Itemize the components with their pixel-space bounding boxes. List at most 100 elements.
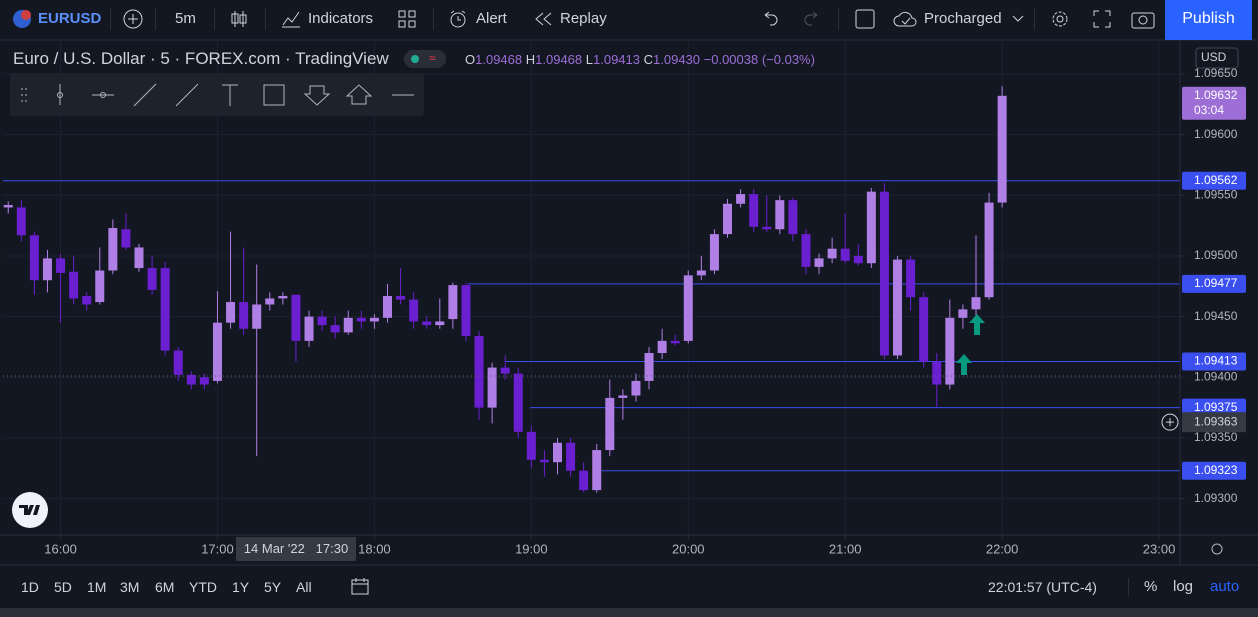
replay-button[interactable]: Replay — [560, 10, 607, 27]
indicators-button[interactable]: Indicators — [308, 10, 374, 27]
price-line-label: 1.09375 — [1194, 400, 1238, 414]
snapshot-icon[interactable] — [1131, 9, 1155, 29]
trend-line-tool[interactable] — [175, 83, 199, 107]
status-toggle[interactable]: ≈ — [404, 50, 446, 68]
clock[interactable]: 22:01:57 (UTC-4) — [988, 579, 1097, 595]
fullscreen-icon[interactable] — [1092, 9, 1112, 29]
candle-body — [618, 395, 628, 398]
x-tick-label: 19:00 — [515, 541, 548, 556]
undo-icon[interactable] — [760, 10, 780, 28]
candle-body — [788, 200, 798, 235]
candle-body — [552, 442, 562, 463]
candle-body — [513, 373, 523, 432]
crosshair-date: 14 Mar '22 — [243, 541, 305, 556]
candle-body — [958, 309, 968, 318]
ohlc-label: L — [585, 52, 593, 67]
templates-icon[interactable] — [397, 9, 417, 29]
separator — [838, 8, 839, 30]
tv-logo-mark — [19, 505, 40, 515]
crosshair-time-label: 14 Mar '22 17:30 — [236, 537, 356, 561]
x-tick-label: 21:00 — [829, 541, 862, 556]
drag-handle[interactable] — [21, 88, 27, 102]
publish-button[interactable]: Publish — [1165, 0, 1252, 40]
last-price-box — [1182, 86, 1246, 120]
candle-body — [291, 294, 301, 341]
arrow-tool[interactable] — [133, 83, 157, 107]
compare-icon[interactable] — [123, 9, 143, 29]
alert-button[interactable]: Alert — [476, 10, 507, 27]
candle-body — [186, 374, 196, 385]
arrow-down-tool[interactable] — [303, 85, 331, 106]
ohlc-value: 1.09430 — [653, 52, 701, 67]
settings-icon[interactable] — [1050, 9, 1070, 29]
dropdown-icon[interactable] — [1012, 15, 1024, 23]
candle-body — [775, 200, 785, 230]
x-tick-label: 20:00 — [672, 541, 705, 556]
candle-body — [396, 295, 406, 300]
axis-settings-icon[interactable] — [1211, 543, 1223, 555]
candle-body — [566, 442, 576, 471]
redo-icon[interactable] — [802, 10, 822, 28]
candle-body — [95, 270, 105, 303]
chart-type-icon[interactable] — [229, 9, 249, 29]
candle-body — [304, 316, 314, 341]
candle-body — [56, 258, 66, 273]
timeframe-button[interactable]: 1Y — [232, 579, 250, 595]
layout-name[interactable]: Procharged — [924, 10, 1002, 27]
candle-body — [422, 321, 432, 326]
x-tick-label: 17:00 — [201, 541, 234, 556]
candle-body — [644, 353, 654, 381]
candle-body — [317, 316, 327, 326]
candle-body — [226, 302, 236, 323]
timeframe-button[interactable]: 1D — [21, 579, 39, 595]
candle-body — [343, 317, 353, 333]
rectangle-tool[interactable] — [263, 84, 285, 106]
ohlc-change: −0.00038 (−0.03%) — [703, 52, 815, 67]
interval[interactable]: 5m — [175, 10, 196, 27]
replay-icon[interactable] — [534, 11, 554, 27]
timeframe-button[interactable]: 5Y — [264, 579, 282, 595]
candle-body — [448, 285, 458, 320]
date-range-icon[interactable] — [350, 577, 370, 597]
x-tick-label: 22:00 — [986, 541, 1019, 556]
timeframe-button[interactable]: All — [296, 579, 312, 595]
y-tick-label: 1.09600 — [1194, 127, 1238, 141]
layout-icon[interactable] — [855, 9, 875, 29]
x-tick-label: 16:00 — [44, 541, 77, 556]
candle-body — [840, 248, 850, 261]
indicators-icon[interactable] — [280, 9, 302, 29]
separator — [155, 8, 156, 30]
log-toggle[interactable]: log — [1173, 578, 1194, 595]
price-line-label-box — [1182, 461, 1246, 480]
text-tool[interactable] — [222, 84, 238, 106]
candle-body — [265, 298, 275, 305]
auto-toggle[interactable]: auto — [1210, 578, 1240, 595]
tool-dot — [100, 92, 106, 98]
timeframe-button[interactable]: 5D — [54, 579, 72, 595]
timeframe-button[interactable]: YTD — [189, 579, 217, 595]
candle-body — [984, 202, 994, 298]
y-tick-label: 1.09450 — [1194, 309, 1238, 323]
candle-body — [42, 258, 52, 281]
cloud-icon — [893, 11, 917, 27]
candle-body — [853, 255, 863, 264]
arrow-up-tool[interactable] — [345, 84, 373, 105]
symbol-description: Euro / U.S. Dollar · 5 · FOREX.com · Tra… — [13, 49, 389, 68]
countdown-label: 03:04 — [1194, 103, 1224, 117]
candle-body — [239, 302, 249, 329]
price-line-label-box — [1182, 171, 1246, 190]
separator — [214, 8, 215, 30]
symbol[interactable]: EURUSD — [38, 10, 102, 27]
ohlc-value: 1.09468 — [475, 52, 523, 67]
timeframe-button[interactable]: 6M — [155, 579, 175, 595]
alert-icon[interactable] — [448, 9, 470, 29]
candle-body — [330, 325, 340, 333]
timeframe-button[interactable]: 1M — [87, 579, 107, 595]
crosshair-price-label: 1.09363 — [1194, 414, 1238, 428]
drawing-toolbar — [10, 73, 424, 116]
separator — [433, 8, 434, 30]
timeframe-button[interactable]: 3M — [120, 579, 140, 595]
candle-body — [539, 459, 549, 463]
percent-toggle[interactable]: % — [1144, 578, 1158, 595]
